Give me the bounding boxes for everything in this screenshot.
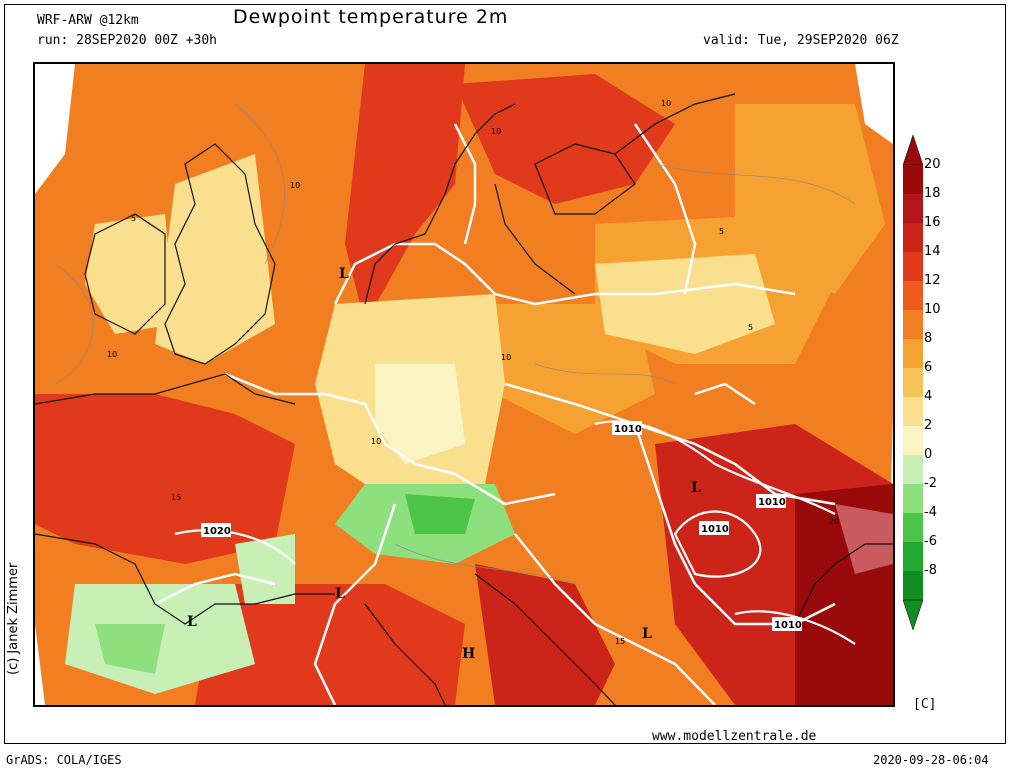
low-pressure-marker: L (335, 586, 345, 602)
svg-text:1010: 1010 (614, 424, 642, 435)
legend-swatch (903, 310, 923, 339)
contour-label: 15 (171, 493, 181, 502)
svg-text:1020: 1020 (203, 526, 231, 537)
ireland-area (85, 214, 175, 334)
svg-text:1010: 1010 (701, 524, 729, 535)
model-label: WRF-ARW @12km (37, 13, 139, 28)
legend-swatch (903, 513, 923, 542)
timestamp-label: 2020-09-28-06:04 (873, 753, 989, 767)
website-label: www.modellzentrale.de (652, 729, 817, 744)
legend-swatch (903, 542, 923, 571)
map-title: Dewpoint temperature 2m (233, 6, 509, 28)
legend-level-label: 4 (924, 389, 933, 404)
legend-swatch (903, 571, 923, 600)
legend-swatch (903, 426, 923, 455)
contour-label: 10 (107, 350, 117, 359)
plot-frame (4, 4, 1006, 744)
legend-swatch (903, 281, 923, 310)
contour-label: 5 (748, 323, 753, 332)
low-pressure-marker: L (691, 480, 701, 496)
isobar-label: 1010 (699, 521, 729, 535)
legend-level-label: -8 (924, 563, 937, 578)
svg-text:1010: 1010 (758, 497, 786, 508)
legend-bottom-arrow (903, 599, 923, 630)
legend-level-label: 8 (924, 331, 933, 346)
contour-label: 10 (661, 99, 671, 108)
contour-label: 10 (371, 437, 381, 446)
legend-level-label: 10 (924, 302, 941, 317)
low-pressure-marker: L (339, 266, 349, 282)
contour-label: 20 (829, 517, 839, 526)
legend-swatch (903, 252, 923, 281)
legend-swatch (903, 339, 923, 368)
contour-label: 5 (131, 214, 136, 223)
coastlines (35, 93, 893, 705)
legend-level-label: -4 (924, 505, 937, 520)
unit-label: [C] (913, 697, 937, 712)
legend-level-label: 16 (924, 215, 941, 230)
contour-label: 10 (290, 181, 300, 190)
contour-label: 5 (719, 227, 724, 236)
north-sea-warm-band (345, 64, 465, 324)
contour-label: 10 (501, 353, 511, 362)
legend-level-label: 12 (924, 273, 941, 288)
low-pressure-marker: L (187, 614, 197, 630)
legend-swatch (903, 397, 923, 426)
legend-swatch (903, 455, 923, 484)
legend-level-label: -6 (924, 534, 937, 549)
low-pressure-marker: L (642, 626, 652, 642)
legend-level-label: 18 (924, 186, 941, 201)
isobar-label: 1010 (772, 617, 802, 631)
mediterranean-warm-area (195, 584, 465, 705)
grads-label: GrADS: COLA/IGES (6, 753, 122, 767)
color-legend (903, 135, 923, 630)
legend-level-label: 6 (924, 360, 933, 375)
legend-level-label: 20 (924, 157, 941, 172)
legend-level-label: 2 (924, 418, 933, 433)
france-warm-area (35, 394, 295, 564)
svg-text:1010: 1010 (774, 620, 802, 631)
britain-area (155, 154, 275, 364)
valid-time-label: valid: Tue, 29SEP2020 06Z (703, 33, 899, 48)
legend-swatch (903, 368, 923, 397)
high-pressure-marker: H (462, 646, 475, 662)
legend-top-arrow (903, 135, 923, 166)
legend-swatch (903, 484, 923, 513)
country-borders (154, 123, 836, 705)
legend-swatch (903, 165, 923, 194)
legend-level-label: 0 (924, 447, 933, 462)
legend-level-label: -2 (924, 476, 937, 491)
isobar-label: 1020 (201, 523, 231, 537)
isobar-label: 1010 (756, 494, 786, 508)
isobar-label: 1010 (612, 421, 642, 435)
contour-label: 15 (615, 637, 625, 646)
run-label: run: 28SEP2020 00Z +30h (37, 33, 218, 48)
legend-swatch (903, 194, 923, 223)
legend-swatch (903, 223, 923, 252)
legend-level-label: 14 (924, 244, 941, 259)
contour-label: 10 (491, 127, 501, 136)
dewpoint-map: L L L L L H 1020 1010 1010 1010 (33, 62, 895, 707)
author-credit: (c) Janek Zimmer (6, 562, 21, 675)
